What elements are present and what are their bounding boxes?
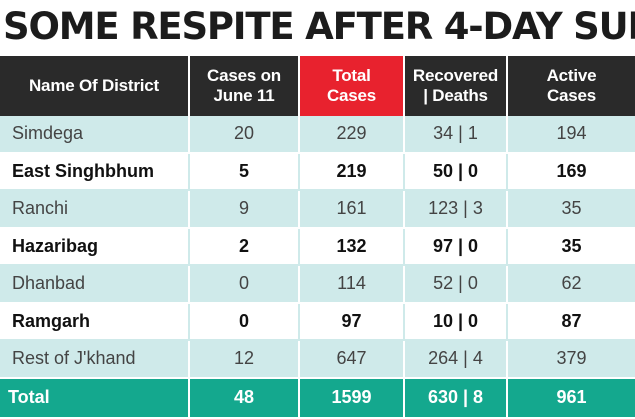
table-row: East Singhbhum 5 219 50 | 0 169 <box>0 153 635 191</box>
active-cases: 169 <box>556 160 587 181</box>
active-cases: 194 <box>556 123 587 144</box>
district-name: Dhanbad <box>0 266 190 302</box>
column-header-total-cases: Total Cases <box>300 56 405 116</box>
total-cases: 219 <box>300 153 405 189</box>
recovered-deaths: 52 | 0 <box>405 266 508 302</box>
table-row: Rest of J'khand 12 647 264 | 4 379 <box>0 341 635 379</box>
recovered-deaths: 123 | 3 <box>405 191 508 227</box>
district-name: Ranchi <box>0 191 190 227</box>
cases-june-11: 5 <box>190 153 300 189</box>
column-header-active-cases: Active Cases <box>546 66 597 105</box>
active-cases: 35 <box>561 235 582 256</box>
total-cases: 161 <box>300 191 405 227</box>
recovered-deaths: 34 | 1 <box>405 116 508 152</box>
total-label: Total <box>0 378 190 417</box>
district-name: Hazaribag <box>0 228 190 264</box>
cases-june-11: 2 <box>190 228 300 264</box>
total-total-cases: 1599 <box>300 378 405 417</box>
total-cases: 229 <box>300 116 405 152</box>
district-name: Rest of J'khand <box>0 341 190 377</box>
cases-june-11: 20 <box>190 116 300 152</box>
cases-june-11: 12 <box>190 341 300 377</box>
table-row: Hazaribag 2 132 97 | 0 35 <box>0 228 635 266</box>
total-cases: 97 <box>300 303 405 339</box>
table-row: Dhanbad 0 114 52 | 0 62 <box>0 266 635 304</box>
cases-june-11: 0 <box>190 303 300 339</box>
district-name: Simdega <box>0 116 190 152</box>
active-cases: 62 <box>561 273 582 294</box>
recovered-deaths: 50 | 0 <box>405 153 508 189</box>
recovered-deaths: 264 | 4 <box>405 341 508 377</box>
total-cases-june-11: 48 <box>190 378 300 417</box>
recovered-deaths: 10 | 0 <box>405 303 508 339</box>
total-row: Total 48 1599 630 | 8 961 <box>0 378 635 417</box>
total-cases: 114 <box>300 266 405 302</box>
district-name: Ramgarh <box>0 303 190 339</box>
table-row: Ranchi 9 161 123 | 3 35 <box>0 191 635 229</box>
covid-district-table: Name Of District Cases on June 11 Total … <box>0 56 635 419</box>
total-cases: 647 <box>300 341 405 377</box>
cases-june-11: 0 <box>190 266 300 302</box>
total-recovered-deaths: 630 | 8 <box>405 378 508 417</box>
column-header-cases-june-11: Cases on June 11 <box>190 56 300 116</box>
column-header-recovered-deaths: Recovered | Deaths <box>405 56 508 116</box>
table-header-row: Name Of District Cases on June 11 Total … <box>0 56 635 116</box>
total-active-cases: 961 <box>556 387 587 407</box>
active-cases: 379 <box>556 348 587 369</box>
total-cases: 132 <box>300 228 405 264</box>
district-name: East Singhbhum <box>0 153 190 189</box>
cases-june-11: 9 <box>190 191 300 227</box>
recovered-deaths: 97 | 0 <box>405 228 508 264</box>
active-cases: 87 <box>561 310 582 331</box>
active-cases: 35 <box>561 198 582 219</box>
table-row: Ramgarh 0 97 10 | 0 87 <box>0 303 635 341</box>
headline: SOME RESPITE AFTER 4-DAY SURGE <box>0 0 635 54</box>
table-row: Simdega 20 229 34 | 1 194 <box>0 116 635 154</box>
column-header-district: Name Of District <box>0 56 190 116</box>
